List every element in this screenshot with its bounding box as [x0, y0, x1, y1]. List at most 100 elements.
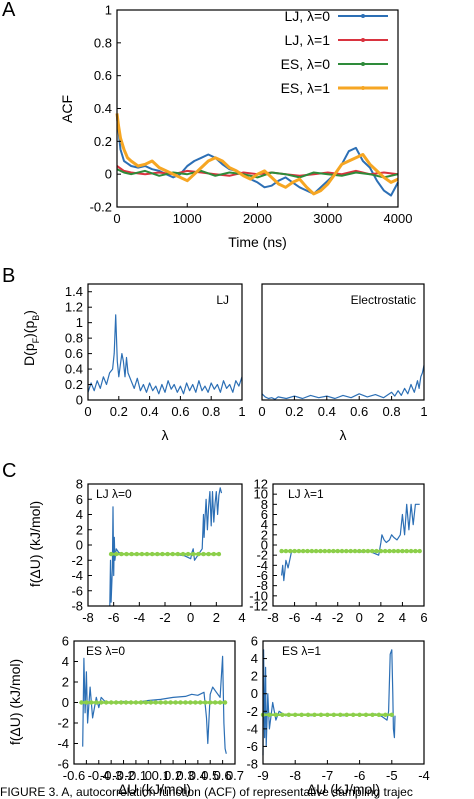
- data-point-C2-1-29: [404, 548, 409, 554]
- y-tick-label-B1-7: 1.4: [65, 284, 83, 299]
- data-point-C3-1-10: [128, 700, 134, 705]
- y-tick-label-A-4: 0.6: [94, 68, 112, 83]
- x-tick-label-C1-3: -2: [159, 610, 171, 625]
- data-point-C2-1-28: [400, 548, 405, 554]
- data-point-C2-1-7: [309, 548, 314, 554]
- x-tick-label-C4-1: -8: [289, 768, 301, 783]
- y-tick-label-C3-2: -2: [57, 716, 69, 731]
- y-tick-label-C2-12: 12: [254, 477, 268, 492]
- y-tick-label-C1-5: 2: [76, 522, 83, 537]
- y-tick-label-A-6: 1: [105, 3, 112, 18]
- y-axis-label-A: ACF: [59, 95, 75, 123]
- data-point-C2-1-12: [331, 548, 336, 554]
- data-point-C2-1-6: [305, 548, 310, 554]
- y-tick-label-C1-2: -4: [71, 568, 83, 583]
- plot-frame-C2: [272, 483, 425, 607]
- data-point-C4-1-7: [305, 712, 311, 717]
- data-point-C2-1-27: [395, 548, 401, 554]
- data-point-C3-1-19: [173, 700, 178, 705]
- data-point-C2-1-22: [374, 548, 379, 554]
- data-point-C4-1-17: [370, 712, 375, 717]
- x-tick-label-C2-7: 6: [420, 610, 427, 625]
- y-tick-label-C4-6: 4: [251, 651, 258, 666]
- x-tick-label-C3-8: 0.2: [164, 768, 182, 783]
- x-axis-label-B2: λ: [340, 427, 347, 443]
- data-point-C1-1-3: [124, 551, 129, 557]
- data-point-C3-1-5: [104, 700, 109, 705]
- data-point-C3-1-8: [118, 700, 124, 705]
- panel-b-letter: B: [2, 265, 15, 287]
- legend-label-lj-l1: LJ, λ=1: [284, 32, 330, 48]
- data-point-C4-1-6: [299, 712, 304, 717]
- y-tick-label-C2-2: -8: [256, 578, 268, 593]
- x-tick-label-C1-1: -6: [108, 610, 120, 625]
- data-point-C3-1-24: [198, 700, 203, 705]
- data-point-C3-1-26: [208, 700, 213, 705]
- y-tick-label-C3-5: 4: [62, 654, 69, 669]
- y-tick-label-C1-0: -8: [71, 599, 83, 614]
- legend-marker-2: [361, 62, 365, 66]
- legend-marker-3: [361, 86, 365, 90]
- panel-annotation-C2: LJ λ=1: [288, 487, 324, 501]
- data-point-C1-1-2: [119, 551, 124, 557]
- series-line-A-0: [116, 116, 399, 197]
- data-point-C1-1-13: [175, 551, 180, 557]
- data-point-C3-1-18: [168, 700, 173, 705]
- data-point-C2-1-10: [322, 548, 327, 554]
- data-point-C2-1-19: [361, 548, 366, 554]
- x-axis-label-A: Time (ns): [228, 234, 287, 250]
- y-tick-label-B1-3: 0.6: [65, 346, 83, 361]
- x-tick-label-C4-3: -6: [354, 768, 366, 783]
- data-point-C2-1-5: [301, 548, 306, 554]
- y-tick-label-C2-11: 10: [254, 487, 268, 502]
- data-point-C4-1-4: [286, 712, 291, 717]
- data-point-C3-1-16: [158, 700, 163, 705]
- y-tick-label-C2-7: 2: [261, 527, 268, 542]
- data-point-C2-1-13: [335, 548, 340, 554]
- x-tick-label-C3-10: 0.4: [189, 768, 207, 783]
- panel-a-acf-plot: 0 1000 2000 3000 4000-0.200.20.40.60.81Time …: [59, 3, 412, 251]
- data-point-C3-1-14: [148, 700, 153, 705]
- y-tick-label-C3-6: 6: [62, 634, 69, 649]
- x-tick-label-B1-0: 0: [84, 404, 91, 419]
- data-point-C4-1-19: [383, 712, 388, 717]
- legend-marker-1: [361, 38, 365, 42]
- x-tick-label-C3-7: 0.1: [152, 768, 170, 783]
- x-tick-label-B1-2: 0.4: [141, 404, 159, 419]
- y-tick-label-B1-6: 1.2: [65, 300, 83, 315]
- data-point-C2-1-4: [296, 548, 302, 554]
- data-point-C1-1-5: [134, 551, 139, 557]
- y-tick-label-C2-1: -10: [249, 588, 268, 603]
- series-line-B1-0: [87, 314, 243, 395]
- data-point-C3-1-6: [109, 700, 114, 705]
- x-tick-label-C3-4: -0.2: [112, 768, 134, 783]
- data-point-C4-1-8: [312, 712, 317, 717]
- x-tick-label-C3-5: -0.1: [125, 768, 147, 783]
- legend-label-lj-l0: LJ, λ=0: [284, 8, 330, 24]
- x-tick-label-C2-3: -2: [332, 610, 344, 625]
- panel-annotation-B2: Electrostatic: [351, 293, 416, 307]
- y-tick-label-B1-2: 0.4: [65, 362, 83, 377]
- panel-a-letter: A: [2, 0, 16, 21]
- x-tick-label-B1-5: 1: [238, 404, 245, 419]
- series-line-A-2: [116, 168, 399, 179]
- x-tick-label-C3-11: 0.5: [201, 768, 219, 783]
- y-tick-label-C4-3: -2: [246, 704, 258, 719]
- legend-swatches: [338, 14, 388, 90]
- data-point-C3-1-11: [133, 700, 139, 705]
- data-point-C1-1-6: [139, 551, 145, 557]
- data-point-C3-1-28: [217, 700, 223, 705]
- x-tick-label-C2-2: -4: [310, 610, 322, 625]
- y-tick-label-C2-6: 0: [261, 538, 268, 553]
- data-point-C4-1-9: [318, 712, 324, 717]
- data-point-C3-1-20: [178, 700, 183, 705]
- x-tick-label-C1-6: 4: [238, 610, 245, 625]
- data-point-C2-1-17: [352, 548, 358, 554]
- figure-caption: FIGURE 3. A, autocorrelation function (A…: [0, 785, 413, 799]
- x-tick-label-C2-1: -6: [289, 610, 301, 625]
- panel-c-letter: C: [2, 460, 16, 482]
- data-point-C3-1-27: [213, 700, 218, 705]
- data-point-C3-1-13: [143, 700, 148, 705]
- data-point-C2-1-9: [318, 548, 323, 554]
- series-line-C1-0: [109, 487, 223, 607]
